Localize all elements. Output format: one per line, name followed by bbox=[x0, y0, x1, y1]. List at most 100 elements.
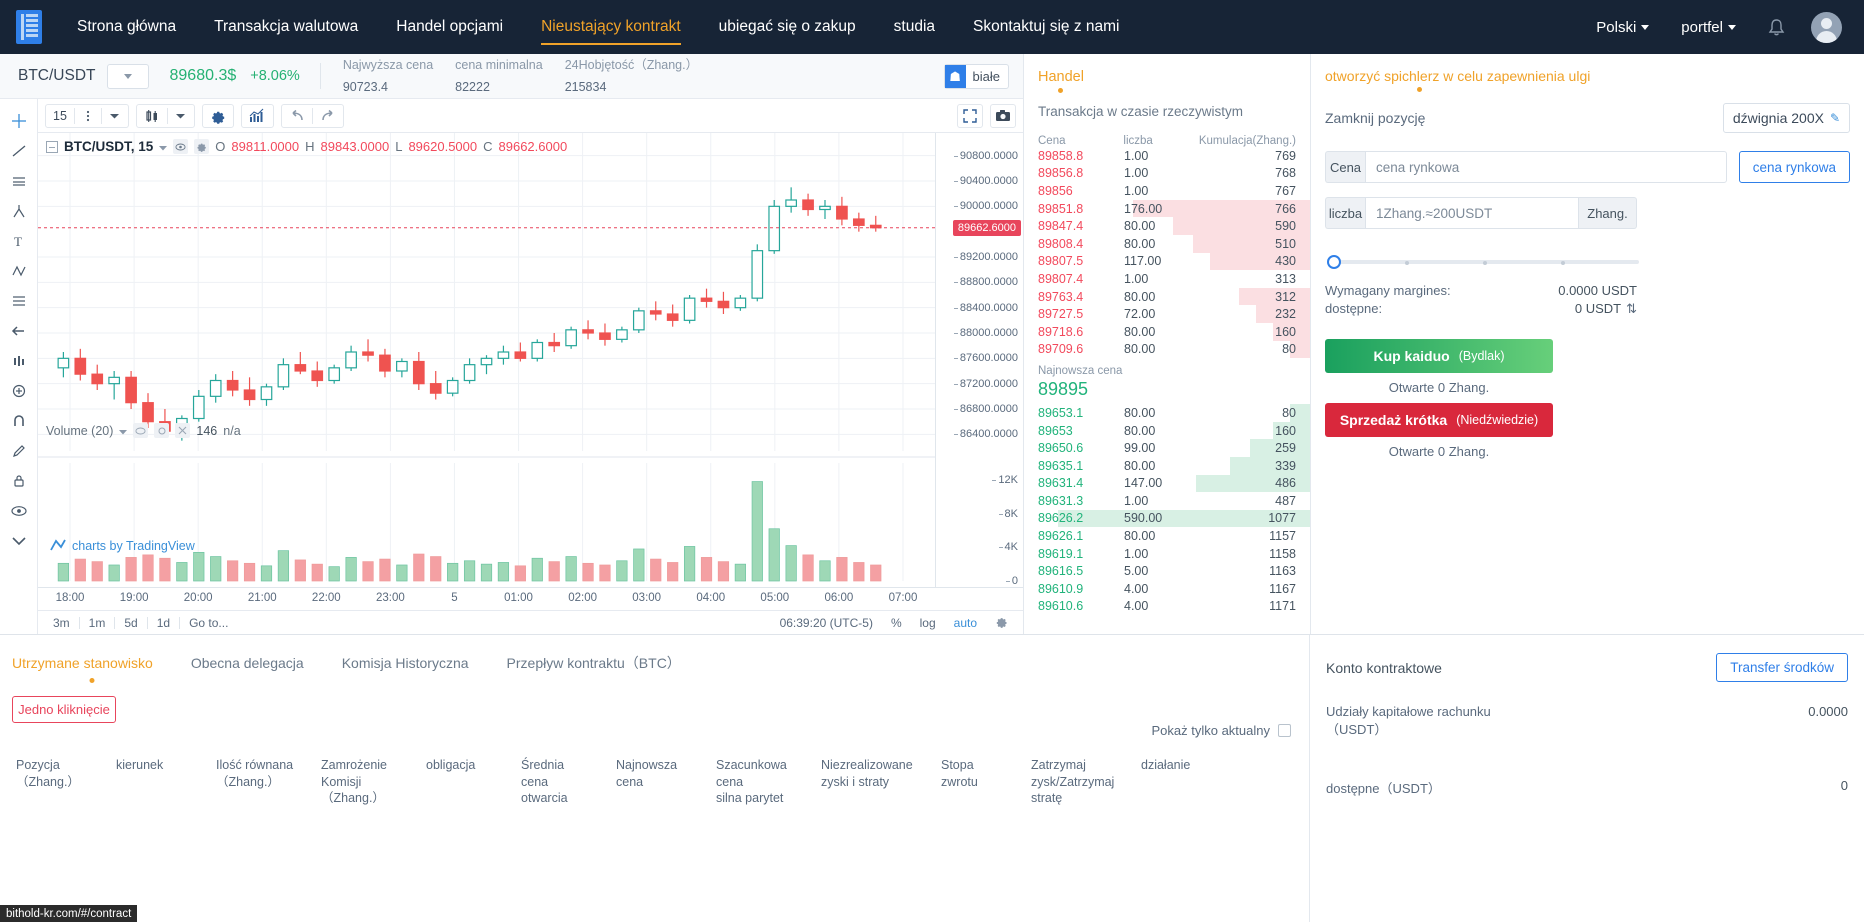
order-book-row[interactable]: 89619.1 1.00 1158 bbox=[1024, 545, 1310, 563]
order-book-row[interactable]: 89851.8 176.00 766 bbox=[1024, 199, 1310, 218]
scale-log-button[interactable]: log bbox=[919, 615, 936, 630]
tab-contract-flow[interactable]: Przepływ kontraktu（BTC） bbox=[488, 653, 700, 673]
one-click-close-button[interactable]: Jedno kliknięcie bbox=[12, 696, 116, 723]
bitcoin-logo-icon[interactable] bbox=[0, 0, 58, 54]
price-axis[interactable]: 90800.0000 90400.0000 90000.0000 89200.0000… bbox=[935, 133, 1023, 587]
amount-slider[interactable] bbox=[1327, 255, 1639, 269]
order-book-row[interactable]: 89718.6 80.00 160 bbox=[1024, 322, 1310, 341]
dots-vertical-icon[interactable] bbox=[75, 104, 101, 128]
gear-icon[interactable] bbox=[154, 423, 170, 438]
chevron-down-icon[interactable] bbox=[119, 424, 128, 438]
text-icon[interactable]: T bbox=[0, 226, 38, 256]
eye-icon[interactable] bbox=[173, 139, 189, 154]
gear-icon[interactable] bbox=[203, 104, 233, 128]
range-1d[interactable]: 1d bbox=[156, 615, 171, 630]
gear-icon[interactable] bbox=[986, 615, 1017, 631]
sell-short-button[interactable]: Sprzedaż krótka (Niedźwiedzie) bbox=[1325, 403, 1553, 437]
chart-canvas-wrapper[interactable]: BTC/USDT, 15 O 89811.0000 H 89843.0000 L… bbox=[38, 133, 1023, 587]
market-price-button[interactable]: cena rynkowa bbox=[1738, 151, 1850, 183]
eye-icon[interactable] bbox=[0, 496, 38, 526]
order-book-row[interactable]: 89808.4 80.00 510 bbox=[1024, 234, 1310, 253]
order-book-row[interactable]: 89610.9 4.00 1167 bbox=[1024, 580, 1310, 598]
pattern-icon[interactable] bbox=[0, 256, 38, 286]
range-1m[interactable]: 1m bbox=[88, 615, 106, 630]
goto-button[interactable]: Go to... bbox=[189, 615, 229, 630]
range-5d[interactable]: 5d bbox=[124, 615, 138, 630]
crosshair-icon[interactable] bbox=[0, 106, 38, 136]
pair-selector-dropdown[interactable] bbox=[106, 63, 149, 89]
lock-icon[interactable] bbox=[0, 466, 38, 496]
order-book-title[interactable]: Handel bbox=[1038, 69, 1084, 93]
chevron-down-icon[interactable] bbox=[159, 139, 168, 154]
minus-box-icon[interactable] bbox=[46, 140, 58, 153]
checkbox-icon[interactable] bbox=[1278, 724, 1291, 737]
transfer-funds-button[interactable]: Transfer środków bbox=[1716, 653, 1848, 682]
chevron-down-icon[interactable] bbox=[168, 104, 194, 128]
order-book-row[interactable]: 89727.5 72.00 232 bbox=[1024, 305, 1310, 323]
magnet-icon[interactable] bbox=[0, 406, 38, 436]
tab-held-position[interactable]: Utrzymane stanowisko bbox=[12, 655, 172, 683]
order-book-row[interactable]: 89616.5 5.00 1163 bbox=[1024, 562, 1310, 580]
indicators-icon[interactable] bbox=[242, 104, 273, 128]
zoom-icon[interactable] bbox=[0, 376, 38, 406]
nav-item-perpetual-contract[interactable]: Nieustający kontrakt bbox=[522, 0, 700, 54]
nav-item-studies[interactable]: studia bbox=[875, 0, 954, 54]
order-book-row[interactable]: 89653.1 80.00 80 bbox=[1024, 404, 1310, 422]
time-axis[interactable]: 18:00 19:00 20:00 21:00 22:00 23:00 5 01:00 02:0… bbox=[38, 587, 1023, 610]
order-book-row[interactable]: 89626.2 590.00 1077 bbox=[1024, 509, 1310, 528]
camera-icon[interactable] bbox=[990, 103, 1016, 128]
gear-icon[interactable] bbox=[194, 139, 210, 154]
close-position-label[interactable]: Zamknij pozycję bbox=[1325, 110, 1426, 126]
order-book-row[interactable]: 89709.6 80.00 80 bbox=[1024, 340, 1310, 359]
pencil-icon[interactable] bbox=[0, 436, 38, 466]
order-book-row[interactable]: 89847.4 80.00 590 bbox=[1024, 217, 1310, 235]
order-book-row[interactable]: 89858.8 1.00 769 bbox=[1024, 147, 1310, 165]
order-book-row[interactable]: 89650.6 99.00 259 bbox=[1024, 439, 1310, 457]
eye-icon[interactable] bbox=[133, 423, 149, 438]
candlestick-icon[interactable] bbox=[137, 104, 167, 128]
amount-input[interactable]: 1Zhang.≈200USDT bbox=[1365, 197, 1579, 229]
order-book-row[interactable]: 89610.6 4.00 1171 bbox=[1024, 598, 1310, 616]
fib-icon[interactable] bbox=[0, 166, 38, 196]
close-icon[interactable] bbox=[175, 423, 191, 438]
chevron-down-icon[interactable] bbox=[0, 526, 38, 556]
buy-long-button[interactable]: Kup kaiduo (Bydlak) bbox=[1325, 339, 1553, 373]
order-book-row[interactable]: 89807.4 1.00 313 bbox=[1024, 270, 1310, 288]
tab-historical-commission[interactable]: Komisja Historyczna bbox=[323, 655, 488, 671]
trendline-icon[interactable] bbox=[0, 136, 38, 166]
chevron-down-icon[interactable] bbox=[102, 104, 128, 128]
notifications-button[interactable] bbox=[1752, 18, 1801, 37]
language-selector[interactable]: Polski bbox=[1580, 19, 1665, 36]
price-input[interactable]: cena rynkowa bbox=[1365, 151, 1727, 183]
order-book-row[interactable]: 89631.4 147.00 486 bbox=[1024, 474, 1310, 493]
leverage-selector[interactable]: dźwignia 200X ✎ bbox=[1722, 103, 1850, 133]
redo-icon[interactable] bbox=[313, 104, 343, 128]
wallet-menu[interactable]: portfel bbox=[1665, 19, 1752, 36]
range-3m[interactable]: 3m bbox=[53, 615, 70, 630]
scale-percent-button[interactable]: % bbox=[890, 615, 902, 630]
forecast-icon[interactable] bbox=[0, 346, 38, 376]
scale-auto-button[interactable]: auto bbox=[953, 615, 977, 630]
ruler-icon[interactable] bbox=[0, 286, 38, 316]
transfer-arrows-icon[interactable]: ⇅ bbox=[1626, 301, 1637, 316]
nav-item-apply-purchase[interactable]: ubiegać się o zakup bbox=[700, 0, 875, 54]
pitchfork-icon[interactable] bbox=[0, 196, 38, 226]
order-book-row[interactable]: 89626.1 80.00 1157 bbox=[1024, 527, 1310, 545]
tradingview-credit[interactable]: charts by TradingView bbox=[50, 538, 195, 553]
theme-toggle-button[interactable]: ☗ białe bbox=[943, 64, 1009, 89]
user-avatar-button[interactable] bbox=[1801, 11, 1846, 43]
undo-icon[interactable] bbox=[282, 104, 312, 128]
order-book-row[interactable]: 89631.3 1.00 487 bbox=[1024, 492, 1310, 510]
order-book-row[interactable]: 89856.8 1.00 768 bbox=[1024, 165, 1310, 183]
order-book-row[interactable]: 89856 1.00 767 bbox=[1024, 182, 1310, 200]
order-book-row[interactable]: 89807.5 117.00 430 bbox=[1024, 252, 1310, 271]
nav-item-options-trading[interactable]: Handel opcjami bbox=[377, 0, 522, 54]
interval-button[interactable]: 15 bbox=[53, 108, 67, 123]
nav-item-home[interactable]: Strona główna bbox=[58, 0, 195, 54]
order-book-row[interactable]: 89653 80.00 160 bbox=[1024, 421, 1310, 440]
price-chart-plot[interactable] bbox=[38, 133, 1023, 587]
fullscreen-icon[interactable] bbox=[957, 103, 983, 128]
arrow-left-icon[interactable] bbox=[0, 316, 38, 346]
order-book-row[interactable]: 89635.1 80.00 339 bbox=[1024, 456, 1310, 475]
order-book-row[interactable]: 89763.4 80.00 312 bbox=[1024, 287, 1310, 306]
